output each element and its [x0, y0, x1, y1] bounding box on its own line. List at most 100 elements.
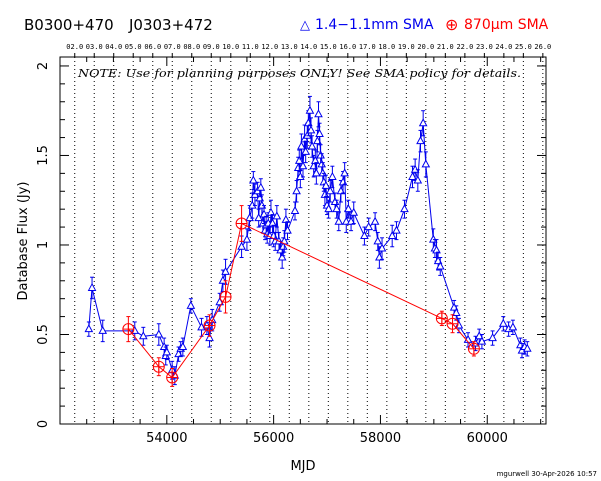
- data-point: [346, 216, 356, 225]
- y-tick-label: 0: [36, 420, 51, 428]
- data-point: [408, 171, 417, 180]
- data-point: [278, 241, 288, 250]
- top-axis-label: 13.0: [281, 43, 298, 51]
- data-point: [324, 204, 333, 213]
- data-point: [259, 209, 269, 218]
- top-axis-label: 08.0: [183, 43, 200, 51]
- y-axis-label: Database Flux (Jy): [16, 182, 31, 301]
- x-tick-label: 56000: [253, 431, 294, 446]
- top-axis-label: 18.0: [378, 43, 395, 51]
- source-name: B0300+470: [24, 16, 114, 34]
- data-point: [266, 207, 276, 216]
- top-axis-label: 23.0: [476, 43, 493, 51]
- data-point: [325, 186, 335, 195]
- data-point: [295, 171, 305, 180]
- y-tick-label: 1: [36, 241, 51, 249]
- footer-credit: mgurwell 30-Apr-2026 10:57: [497, 470, 597, 478]
- top-axis-label: 10.0: [222, 43, 239, 51]
- data-point: [84, 324, 94, 333]
- data-point: [377, 243, 387, 252]
- data-point: [305, 105, 315, 114]
- data-point: [162, 347, 172, 356]
- series-blue-1mm: [84, 95, 532, 386]
- top-axis-label: 19.0: [398, 43, 415, 51]
- y-axis: 0 0.5 1 1.5 2: [36, 62, 546, 428]
- data-point: [245, 213, 254, 222]
- top-axis-label: 02.0: [66, 43, 83, 51]
- top-axis-label: 16.0: [339, 43, 356, 51]
- data-point: [256, 182, 266, 191]
- data-point: [138, 331, 148, 340]
- data-point: [318, 168, 328, 177]
- data-point: [370, 216, 380, 225]
- data-point: [186, 300, 196, 309]
- data-point: [321, 180, 331, 189]
- x-tick-label: 58000: [360, 431, 401, 446]
- legend: △ 1.4−1.1mm SMA ⊕ 870μm SMA: [300, 15, 549, 34]
- top-axis-label: 07.0: [164, 43, 181, 51]
- data-point: [410, 164, 420, 173]
- top-axis-label: 20.0: [417, 43, 434, 51]
- data-point: [392, 225, 401, 234]
- data-point: [248, 175, 258, 184]
- data-point: [330, 196, 340, 206]
- top-axis-label: 05.0: [125, 43, 142, 51]
- legend-marker-blue: △: [300, 18, 310, 33]
- data-point: [87, 282, 97, 291]
- top-axis-label: 25.0: [515, 43, 532, 51]
- data-point: [340, 168, 349, 177]
- data-point: [421, 159, 431, 168]
- data-point: [416, 136, 425, 145]
- x-axis: 54000 56000 58000 60000: [59, 57, 542, 446]
- data-point: [283, 225, 292, 234]
- data-point: [334, 216, 344, 225]
- data-point: [360, 230, 369, 240]
- data-point: [306, 125, 316, 134]
- plot-frame: [59, 56, 547, 425]
- data-point: [344, 204, 353, 213]
- top-axis-label: 26.0: [534, 43, 551, 51]
- data-point: [277, 252, 287, 261]
- data-point: [477, 336, 487, 345]
- top-axis-label: 12.0: [261, 43, 278, 51]
- series-line: [88, 110, 528, 378]
- data-point: [328, 171, 337, 180]
- data-point: [522, 343, 532, 352]
- data-point: [207, 315, 217, 324]
- data-point: [428, 234, 438, 243]
- x-axis-label: MJD: [290, 459, 315, 474]
- data-point: [221, 266, 230, 275]
- source-alias: J0303+472: [128, 16, 213, 34]
- top-year-axis: 02.0 03.0 04.0 05.0 06.0 07.0 08.0 09.0 10.0 11.0…: [66, 43, 551, 57]
- data-point: [310, 155, 320, 164]
- data-point: [315, 128, 324, 137]
- data-point: [349, 207, 359, 216]
- top-axis-label: 17.0: [359, 43, 376, 51]
- data-point: [373, 236, 383, 245]
- data-point: [268, 218, 277, 227]
- data-point: [302, 130, 312, 139]
- data-point: [301, 146, 311, 155]
- data-point: [307, 141, 317, 150]
- y-tick-label: 1.5: [36, 145, 51, 166]
- data-point: [312, 168, 321, 177]
- data-point: [154, 329, 164, 338]
- data-point: [215, 297, 225, 306]
- data-point: [290, 205, 300, 214]
- data-point: [272, 211, 282, 220]
- data-point: [498, 318, 508, 327]
- data-point: [435, 261, 445, 270]
- legend-label-red: 870μm SMA: [464, 17, 549, 33]
- top-axis-label: 04.0: [105, 43, 122, 51]
- data-point: [178, 341, 188, 351]
- legend-marker-red: ⊕: [445, 15, 458, 34]
- top-axis-label: 11.0: [242, 43, 259, 51]
- data-point: [413, 175, 423, 184]
- data-point: [218, 275, 228, 284]
- data-point: [488, 333, 497, 342]
- data-point: [474, 331, 484, 340]
- top-axis-label: 06.0: [144, 43, 161, 51]
- data-point: [242, 234, 252, 243]
